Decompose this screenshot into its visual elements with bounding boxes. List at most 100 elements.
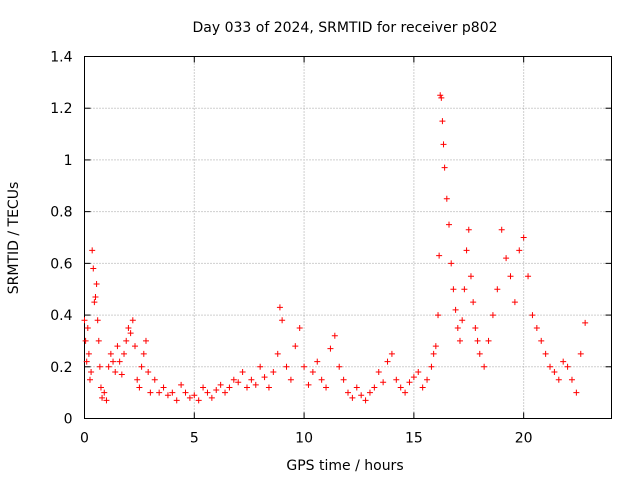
plot-frame [84,56,612,419]
data-point [485,337,492,344]
data-point [132,343,139,350]
data-point [564,363,571,370]
data-point [542,350,549,357]
data-point [446,221,453,228]
data-point [301,363,308,370]
data-point [276,304,283,311]
data-point [465,226,472,233]
data-point [440,141,447,148]
data-point [287,376,294,383]
data-point [520,234,527,241]
data-point [105,363,112,370]
data-point [366,389,373,396]
data-point [270,368,277,375]
data-point [573,389,580,396]
data-point [88,368,95,375]
chart-title: Day 033 of 2024, SRMTID for receiver p80… [192,20,497,36]
data-point [448,260,455,267]
data-point [452,306,459,313]
data-point [145,368,152,375]
data-point [498,226,505,233]
data-point [96,363,103,370]
data-point [560,358,567,365]
data-point [129,317,136,324]
y-tick-label: 1.2 [50,101,72,117]
x-tick-label: 0 [80,431,89,447]
data-point [90,265,97,272]
data-point [432,343,439,350]
axis-ticks: 0 5 10 15 20 0 0.2 0.4 0.6 0.8 1 1.2 1.4 [50,50,612,447]
data-point [195,397,202,404]
data-point [353,384,360,391]
data-point [438,94,445,101]
data-point [358,392,365,399]
data-point [525,273,532,280]
data-point [397,384,404,391]
data-point [463,247,470,254]
data-point [123,337,130,344]
data-point [142,337,149,344]
data-point [138,363,145,370]
data-point [156,389,163,396]
data-points [81,92,589,404]
data-point [476,350,483,357]
x-tick-label: 10 [295,431,313,447]
data-point [186,394,193,401]
data-point [551,368,558,375]
data-point [91,299,98,306]
data-point [327,345,334,352]
data-point [410,374,417,381]
data-point [283,363,290,370]
data-point [296,325,303,331]
data-point [305,381,312,388]
data-point [436,252,443,259]
data-point [99,394,106,401]
data-point [248,376,255,383]
y-tick-label: 1.4 [50,50,72,66]
data-point [388,350,395,357]
data-point [538,337,545,344]
data-point [309,368,316,375]
data-point [261,374,268,381]
data-point [81,317,88,324]
data-point [345,389,351,396]
data-point [456,337,463,344]
y-tick-label: 0.6 [50,256,72,272]
data-point [314,358,321,365]
data-point [461,286,468,293]
data-point [147,389,154,396]
data-point [84,325,91,331]
data-point [94,317,101,324]
data-point [323,384,330,391]
data-point [568,376,575,383]
data-point [529,312,536,319]
data-point [85,350,92,357]
data-point [443,195,450,202]
data-point [384,358,391,365]
data-point [226,384,233,391]
data-point [555,376,562,383]
data-point [470,299,477,306]
data-point [83,358,90,365]
data-point [110,358,117,365]
data-point [140,350,147,357]
data-point [511,299,518,306]
data-point [415,368,422,375]
data-point [393,376,400,383]
data-point [402,389,409,396]
data-point [239,368,246,375]
data-point [125,325,132,331]
data-point [93,281,100,288]
data-point [92,293,99,300]
y-tick-label: 0.4 [50,308,72,324]
data-point [292,343,299,350]
data-point [336,363,343,370]
data-point [235,379,242,386]
data-point [533,325,540,331]
data-point [362,397,369,404]
data-point [507,273,514,280]
data-point [454,325,461,331]
data-point [257,363,264,370]
data-point [450,286,457,293]
